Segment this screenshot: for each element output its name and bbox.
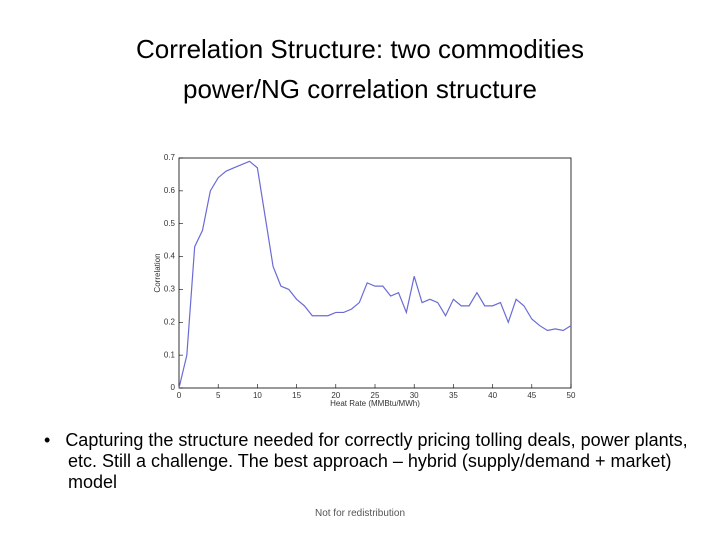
data-line bbox=[178, 160, 572, 389]
y-tick-label: 0.1 bbox=[164, 350, 176, 359]
bullet-text: Capturing the structure needed for corre… bbox=[65, 430, 688, 492]
x-tick-label: 40 bbox=[488, 391, 497, 400]
y-tick-label: 0.7 bbox=[164, 153, 176, 162]
y-tick-label: 0.3 bbox=[164, 285, 176, 294]
x-tick-label: 25 bbox=[371, 391, 380, 400]
y-tick-label: 0.2 bbox=[164, 317, 176, 326]
x-tick-label: 5 bbox=[216, 391, 221, 400]
x-tick-label: 10 bbox=[253, 391, 262, 400]
x-tick-label: 45 bbox=[527, 391, 536, 400]
x-axis-label: Heat Rate (MMBtu/MWh) bbox=[330, 399, 420, 408]
y-tick-label: 0 bbox=[171, 383, 176, 392]
x-tick-label: 0 bbox=[177, 391, 182, 400]
x-tick-label: 35 bbox=[449, 391, 458, 400]
x-tick-label: 50 bbox=[567, 391, 576, 400]
footer: Not for redistribution bbox=[314, 508, 406, 519]
y-tick-label: 0.5 bbox=[164, 219, 176, 228]
y-tick-label: 0.4 bbox=[164, 252, 176, 261]
x-tick-label: 20 bbox=[331, 391, 340, 400]
y-tick-label: 0.6 bbox=[164, 186, 176, 195]
bullet: • Capturing the structure needed for cor… bbox=[44, 430, 688, 492]
slide-title-line: power/NG correlation structure bbox=[183, 74, 537, 104]
slide-title-line: Correlation Structure: two commodities bbox=[136, 34, 584, 64]
x-tick-label: 30 bbox=[410, 391, 419, 400]
x-tick-label: 15 bbox=[292, 391, 301, 400]
y-axis-label: Correlation bbox=[153, 253, 162, 292]
plot-frame bbox=[178, 157, 572, 389]
